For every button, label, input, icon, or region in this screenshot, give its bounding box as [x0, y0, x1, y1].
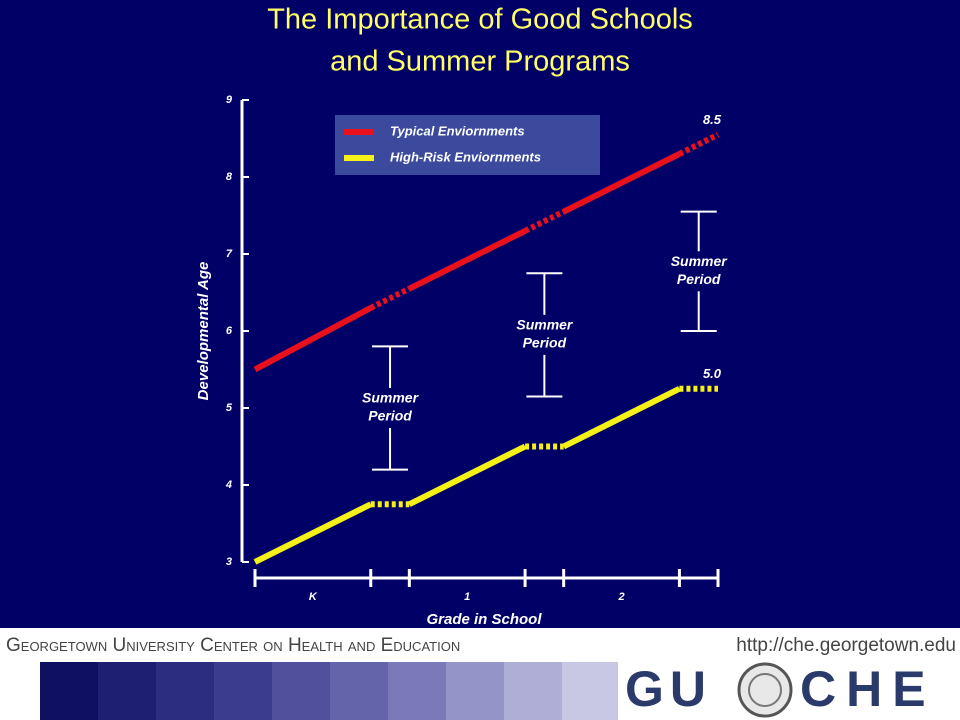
footer-url: http://che.georgetown.edu	[736, 635, 956, 656]
x-axis-label: Grade in School	[426, 611, 542, 628]
line-segment	[253, 305, 373, 373]
bracket-label: Summer	[516, 317, 574, 333]
block	[446, 662, 504, 720]
bracket-label-bg	[664, 251, 733, 292]
footer-blocks	[40, 662, 618, 720]
y-tick-label: 3	[226, 556, 232, 568]
seal	[737, 662, 793, 718]
block	[330, 662, 388, 720]
y-axis-label: Developmental Age	[195, 262, 212, 401]
legend-box	[335, 115, 600, 175]
summer-segment	[369, 285, 411, 311]
y-tick-label: 8	[226, 171, 233, 183]
line-segment	[562, 151, 681, 215]
y-tick-label: 6	[226, 325, 233, 337]
block	[272, 662, 330, 720]
end-label: 5.0	[703, 366, 722, 381]
block	[156, 662, 214, 720]
logo-left: GU	[625, 661, 712, 717]
bracket-label-bg	[356, 388, 425, 428]
legend-label: High-Risk Enviornments	[390, 149, 541, 164]
bracket-label: Period	[677, 271, 721, 287]
block	[98, 662, 156, 720]
bracket-label: Summer	[362, 390, 420, 406]
legend-label: Typical Enviornments	[390, 123, 525, 138]
bracket-label: Period	[368, 408, 412, 424]
y-tick-label: 7	[226, 248, 233, 260]
bracket-label: Summer	[671, 253, 729, 269]
end-label: 8.5	[703, 112, 722, 127]
block	[214, 662, 272, 720]
bracket-label: Period	[523, 335, 567, 351]
plot: 3 4 5 6 7 8 9 K 1 2 Summer Period Summer Period Summer…	[225, 94, 733, 603]
summer-segment	[523, 208, 566, 234]
block	[388, 662, 446, 720]
x-category-label: 2	[617, 591, 624, 603]
bracket-label-bg	[510, 314, 579, 355]
seal-inner	[748, 673, 782, 707]
line-segment	[562, 386, 681, 450]
title-line: The Importance of Good Schools	[267, 4, 693, 36]
line-segment	[407, 443, 527, 507]
y-tick-label: 9	[226, 94, 233, 106]
x-category-label: 1	[464, 591, 470, 603]
block	[562, 662, 618, 720]
line-segment	[253, 501, 373, 565]
y-tick-label: 5	[226, 402, 233, 414]
title-line: and Summer Programs	[330, 46, 630, 78]
summer-segment	[678, 131, 720, 157]
block	[40, 662, 98, 720]
x-category-label: K	[309, 591, 318, 603]
footer-org: Georgetown University Center on Health a…	[6, 635, 460, 656]
logo-right: CHE	[800, 661, 936, 717]
line-segment	[407, 228, 527, 292]
y-tick-label: 4	[225, 479, 232, 491]
block	[504, 662, 562, 720]
